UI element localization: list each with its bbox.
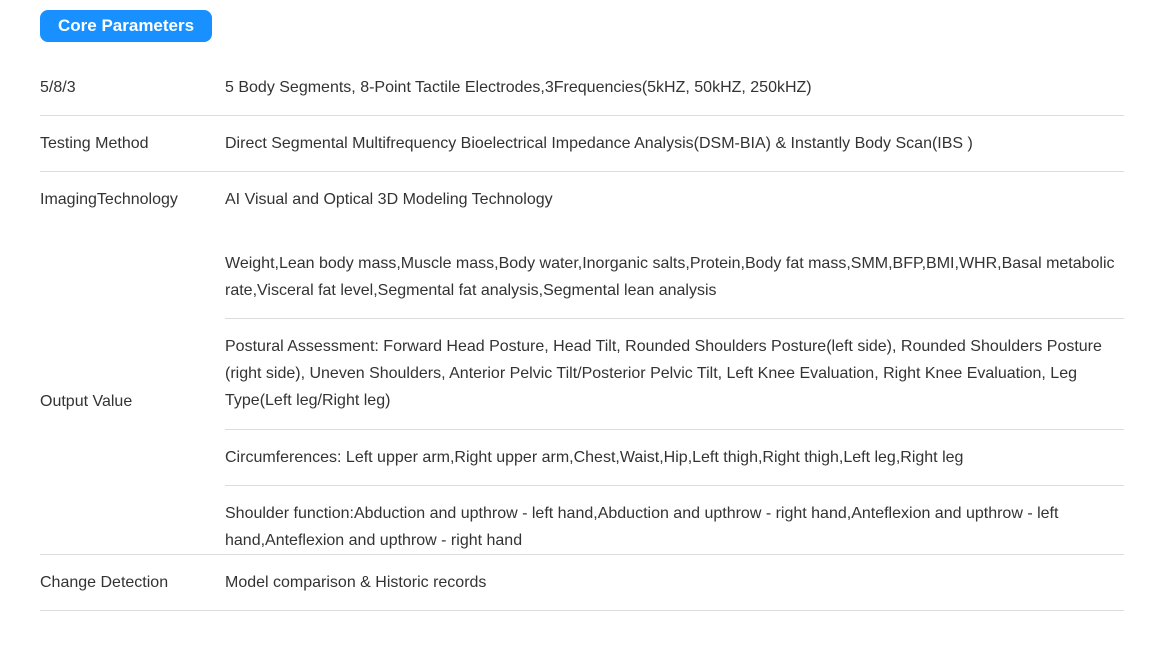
- param-value: Direct Segmental Multifrequency Bioelect…: [225, 130, 1124, 157]
- param-subvalue: Weight,Lean body mass,Muscle mass,Body w…: [225, 250, 1124, 319]
- param-row: ImagingTechnology AI Visual and Optical …: [40, 172, 1124, 235]
- param-label: Change Detection: [40, 574, 225, 592]
- param-label: 5/8/3: [40, 79, 225, 97]
- param-row: Testing Method Direct Segmental Multifre…: [40, 116, 1124, 172]
- param-label: ImagingTechnology: [40, 191, 225, 209]
- param-subvalue: Postural Assessment: Forward Head Postur…: [225, 319, 1124, 430]
- param-subvalue: Circumferences: Left upper arm,Right upp…: [225, 430, 1124, 486]
- param-value: Model comparison & Historic records: [225, 569, 1124, 596]
- param-row-output: Output Value Weight,Lean body mass,Muscl…: [40, 236, 1124, 556]
- section-title-pill: Core Parameters: [40, 10, 212, 42]
- param-row: Change Detection Model comparison & Hist…: [40, 555, 1124, 611]
- param-label: Output Value: [40, 393, 225, 411]
- param-value: AI Visual and Optical 3D Modeling Techno…: [225, 186, 1124, 213]
- param-label: Testing Method: [40, 135, 225, 153]
- param-row: 5/8/3 5 Body Segments, 8-Point Tactile E…: [40, 60, 1124, 116]
- param-value-group: Weight,Lean body mass,Muscle mass,Body w…: [225, 250, 1124, 555]
- param-subvalue: Shoulder function:Abduction and upthrow …: [225, 486, 1124, 554]
- param-value: 5 Body Segments, 8-Point Tactile Electro…: [225, 74, 1124, 101]
